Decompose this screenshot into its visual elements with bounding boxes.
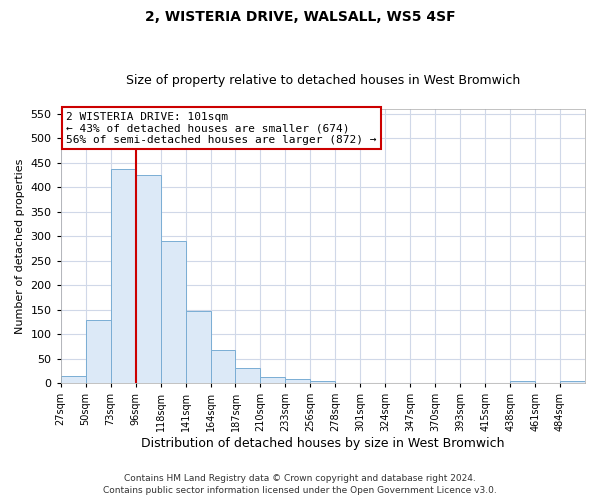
Bar (86, 320, 110, 383)
Text: 2 WISTERIA DRIVE: 101sqm
← 43% of detached houses are smaller (674)
56% of semi-: 2 WISTERIA DRIVE: 101sqm ← 43% of detach… (66, 112, 376, 145)
Y-axis label: Number of detached properties: Number of detached properties (15, 158, 25, 334)
Bar (310, 381, 335, 383)
X-axis label: Distribution of detached houses by size in West Bromwich: Distribution of detached houses by size … (141, 437, 505, 450)
Bar (161, 240, 185, 383)
Bar (286, 379, 310, 383)
Text: 2, WISTERIA DRIVE, WALSALL, WS5 4SF: 2, WISTERIA DRIVE, WALSALL, WS5 4SF (145, 10, 455, 24)
Text: Contains HM Land Registry data © Crown copyright and database right 2024.
Contai: Contains HM Land Registry data © Crown c… (103, 474, 497, 495)
Bar (185, 311, 211, 383)
Bar (510, 381, 535, 383)
Title: Size of property relative to detached houses in West Bromwich: Size of property relative to detached ho… (126, 74, 520, 87)
Bar (61, 376, 86, 383)
Bar (110, 168, 136, 383)
Bar (136, 175, 161, 383)
Bar (211, 350, 235, 383)
Bar (260, 376, 286, 383)
Bar (235, 368, 260, 383)
Bar (560, 381, 585, 383)
